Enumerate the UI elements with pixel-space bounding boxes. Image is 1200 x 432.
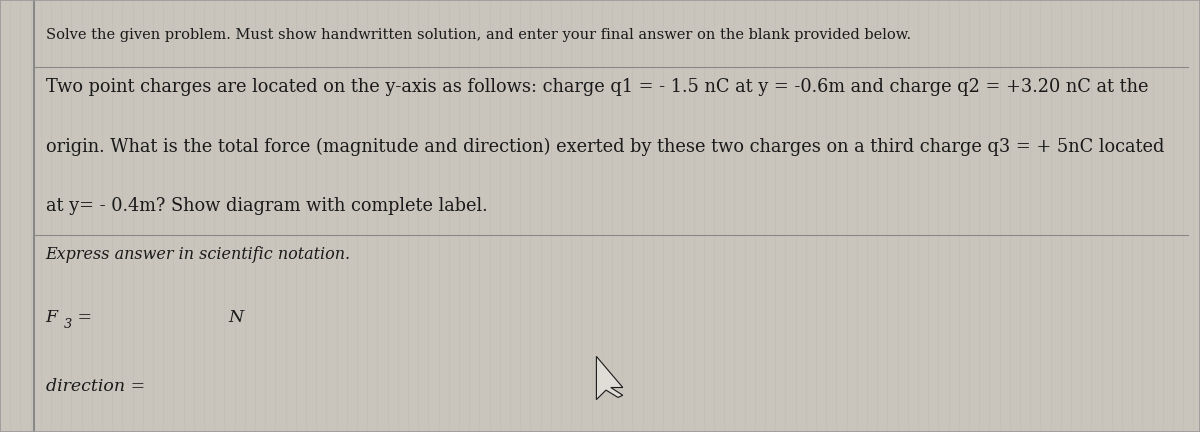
Text: origin. What is the total force (magnitude and direction) exerted by these two c: origin. What is the total force (magnitu…	[46, 138, 1164, 156]
Text: N: N	[228, 309, 244, 326]
Text: F: F	[46, 309, 58, 326]
Text: Two point charges are located on the y-axis as follows: charge q1 = - 1.5 nC at : Two point charges are located on the y-a…	[46, 78, 1148, 96]
Polygon shape	[596, 356, 623, 400]
Text: =: =	[72, 309, 92, 326]
Text: at y= - 0.4m? Show diagram with complete label.: at y= - 0.4m? Show diagram with complete…	[46, 197, 487, 215]
Text: direction =: direction =	[46, 378, 145, 395]
Text: 3: 3	[64, 318, 72, 330]
Text: Solve the given problem. Must show handwritten solution, and enter your final an: Solve the given problem. Must show handw…	[46, 28, 911, 42]
Text: Express answer in scientific notation.: Express answer in scientific notation.	[46, 246, 350, 263]
